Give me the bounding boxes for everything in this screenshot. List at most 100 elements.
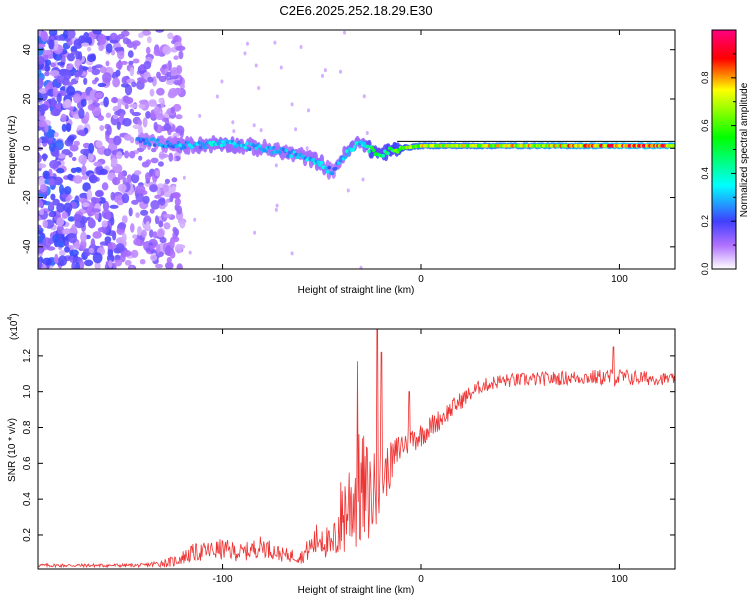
ridge-core — [381, 153, 386, 158]
noise-speck — [81, 175, 88, 180]
noise-speck — [54, 253, 59, 264]
noise-speck — [158, 75, 167, 83]
noise-speck — [165, 261, 174, 269]
noise-speck — [83, 77, 88, 86]
noise-speck — [88, 247, 95, 254]
noise-speck — [38, 110, 41, 117]
noise-speck — [129, 108, 134, 114]
noise-speck — [153, 49, 162, 57]
ridge-core — [137, 137, 141, 141]
noise-speck — [172, 132, 180, 138]
noise-speck — [38, 46, 44, 56]
noise-speck — [99, 168, 108, 175]
noise-speck — [139, 79, 148, 84]
colorbar: 0.0 0.2 0.4 0.6 0.8 Normalized spectral ampl… — [700, 29, 750, 275]
noise-speck — [163, 222, 171, 230]
noise-speck — [87, 104, 95, 111]
noise-speck — [50, 109, 61, 117]
snr-multiplier: (x104) — [7, 313, 20, 340]
noise-speck — [193, 217, 197, 222]
noise-speck — [138, 99, 149, 105]
svg-text:(x104): (x104) — [7, 313, 20, 340]
noise-speck — [64, 37, 71, 42]
noise-speck — [92, 30, 102, 35]
noise-speck — [359, 265, 363, 269]
noise-speck — [80, 98, 87, 107]
noise-speck — [38, 163, 47, 169]
noise-speck — [65, 196, 71, 202]
noise-speck — [173, 55, 179, 60]
noise-speck — [73, 241, 81, 250]
noise-speck — [62, 30, 69, 40]
noise-speck — [68, 233, 77, 244]
noise-speck — [42, 138, 49, 144]
noise-speck — [110, 49, 116, 56]
ridge-core — [278, 150, 282, 155]
noise-speck — [103, 148, 112, 157]
noise-speck — [253, 230, 257, 235]
ridge-core — [165, 140, 170, 144]
noise-speck — [56, 167, 65, 174]
ridge-core — [325, 170, 330, 174]
noise-speck — [71, 224, 77, 235]
noise-speck — [66, 64, 73, 71]
ridge-core — [232, 141, 236, 146]
spectrogram-xlabel: Height of straight line (km) — [298, 285, 415, 296]
noise-speck — [112, 177, 121, 186]
noise-speck — [175, 125, 185, 136]
noise-speck — [48, 211, 55, 218]
y-tick-label: 0.8 — [22, 420, 33, 434]
noise-speck — [91, 68, 101, 76]
noise-speck — [80, 239, 87, 250]
noise-speck — [170, 106, 175, 114]
noise-speck — [343, 30, 346, 35]
noise-speck — [94, 261, 101, 269]
noise-speck — [172, 88, 182, 95]
noise-speck — [38, 152, 41, 163]
noise-speck — [58, 255, 68, 267]
noise-speck — [159, 153, 169, 158]
noise-speck — [98, 44, 104, 52]
noise-speck — [130, 223, 135, 233]
noise-speck — [159, 236, 167, 244]
noise-speck — [155, 263, 163, 269]
noise-speck — [128, 207, 133, 217]
ridge-core — [343, 155, 348, 160]
noise-speck — [365, 131, 369, 135]
noise-speck — [171, 184, 176, 194]
ridge-core — [198, 145, 203, 150]
noise-speck — [175, 114, 183, 120]
noise-speck — [78, 154, 88, 165]
noise-speck — [117, 200, 123, 206]
noise-speck — [77, 129, 86, 136]
snr-xlabel: Height of straight line (km) — [298, 585, 415, 596]
noise-speck — [56, 203, 65, 213]
noise-speck — [39, 209, 45, 216]
noise-speck — [106, 254, 115, 263]
noise-speck — [110, 191, 116, 201]
noise-speck — [339, 69, 342, 74]
ridge-core — [254, 146, 259, 151]
noise-speck — [361, 177, 365, 182]
snr-ylabel: SNR (10 * v/v) — [7, 418, 18, 482]
ridge-core — [359, 140, 363, 144]
noise-speck — [145, 159, 151, 166]
noise-speck — [61, 123, 67, 132]
y-tick-label: -40 — [22, 239, 33, 254]
noise-speck — [156, 71, 161, 79]
noise-speck — [80, 148, 90, 155]
noise-speck — [159, 197, 166, 206]
noise-speck — [101, 182, 109, 191]
noise-speck — [129, 67, 135, 77]
noise-speck — [52, 234, 60, 244]
noise-speck — [124, 104, 129, 110]
noise-speck — [153, 121, 158, 131]
noise-speck — [38, 55, 45, 65]
ridge-core — [352, 145, 357, 149]
noise-speck — [145, 46, 151, 55]
noise-speck — [139, 259, 146, 265]
noise-speck — [97, 115, 105, 121]
noise-speck — [146, 36, 152, 44]
noise-speck — [59, 249, 66, 256]
